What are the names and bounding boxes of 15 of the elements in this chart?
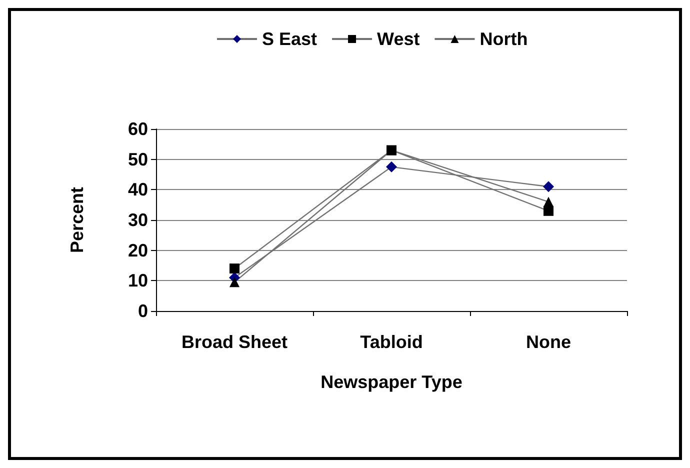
x-tick-label: Tabloid bbox=[360, 332, 423, 352]
legend-label: West bbox=[377, 29, 420, 49]
y-tick-label: 40 bbox=[128, 180, 148, 200]
x-axis-title: Newspaper Type bbox=[320, 372, 462, 392]
y-tick-label: 50 bbox=[128, 149, 148, 170]
y-tick-label: 20 bbox=[128, 240, 148, 260]
legend-label: S East bbox=[262, 29, 318, 49]
y-tick-label: 0 bbox=[138, 301, 148, 321]
y-tick-label: 10 bbox=[128, 270, 148, 291]
y-tick-label: 60 bbox=[128, 119, 148, 139]
y-axis-title: Percent bbox=[67, 186, 87, 254]
y-tick-label: 30 bbox=[128, 210, 148, 230]
x-tick-label: None bbox=[526, 332, 571, 352]
x-tick-label: Broad Sheet bbox=[181, 332, 288, 352]
legend-label: North bbox=[480, 29, 528, 49]
